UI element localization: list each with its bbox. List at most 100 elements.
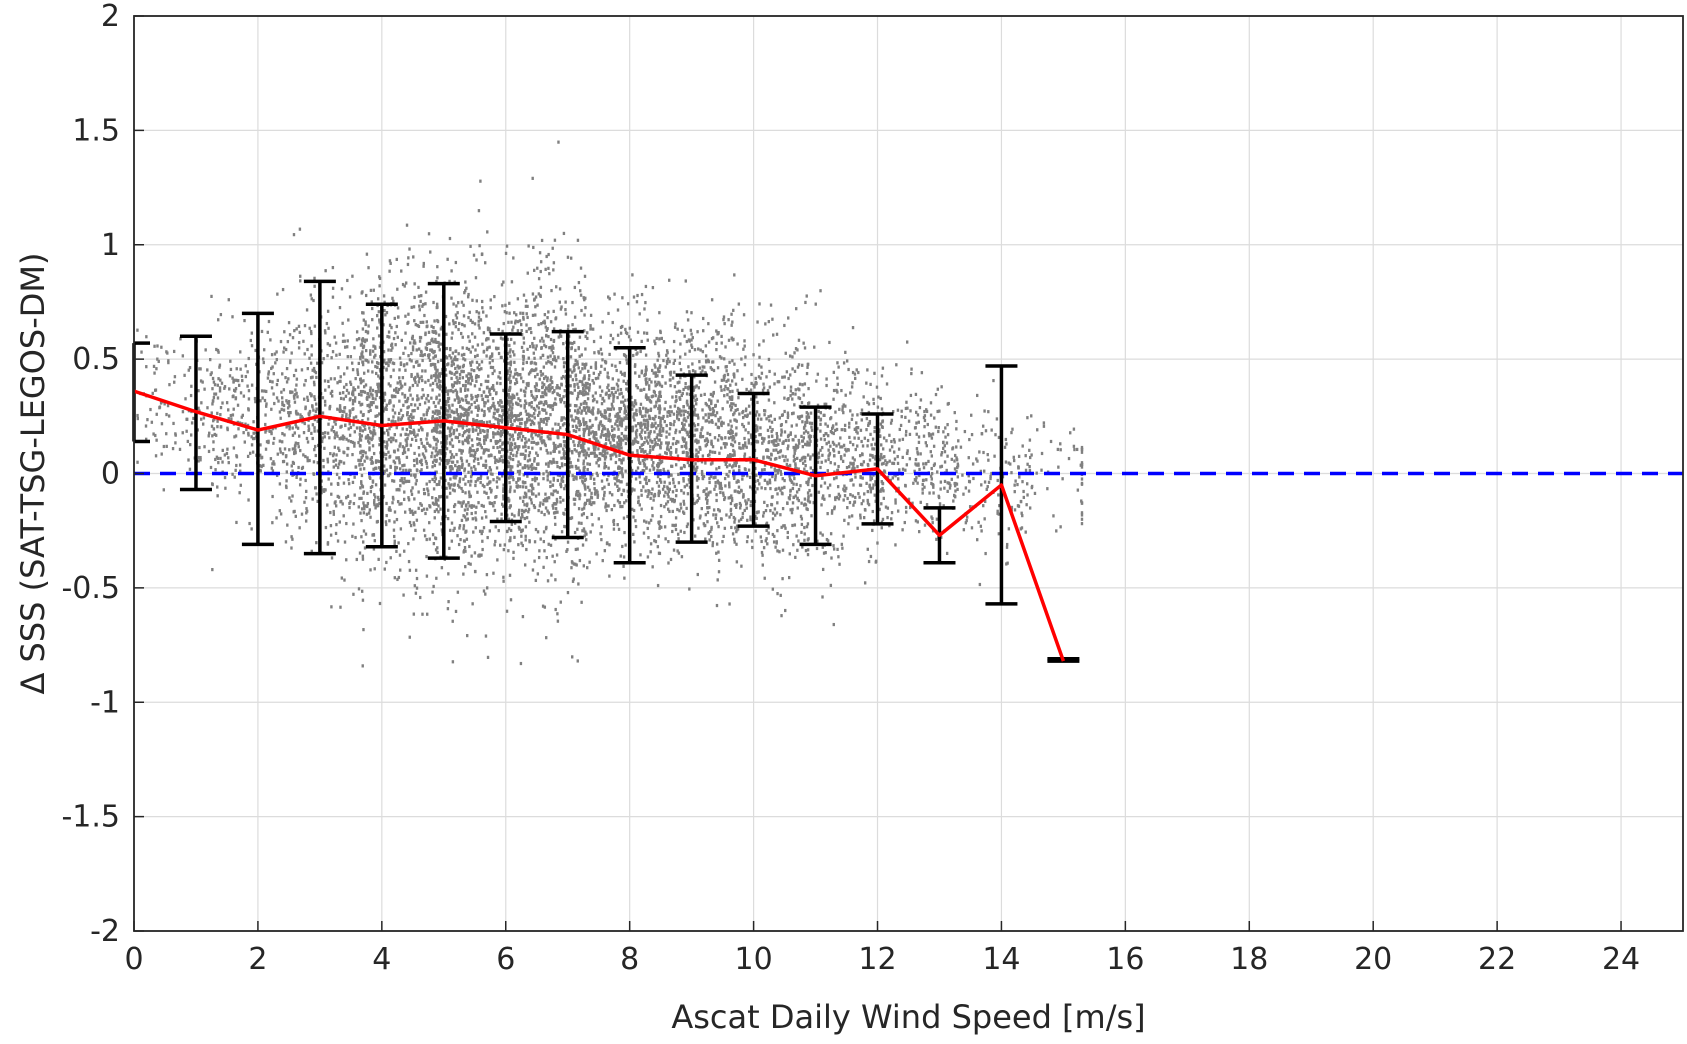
scatter-point <box>426 347 428 350</box>
scatter-point <box>286 470 288 473</box>
scatter-point <box>395 456 397 459</box>
scatter-point <box>457 365 459 368</box>
scatter-point <box>337 466 339 469</box>
scatter-point <box>640 489 642 492</box>
scatter-point <box>479 180 481 183</box>
scatter-point <box>309 410 311 413</box>
scatter-point <box>465 395 467 398</box>
scatter-point <box>408 480 410 483</box>
scatter-point <box>620 388 622 391</box>
scatter-point <box>368 405 370 408</box>
scatter-point <box>246 385 248 388</box>
scatter-point <box>601 358 603 361</box>
scatter-point <box>462 573 464 576</box>
scatter-point <box>547 356 549 359</box>
scatter-point <box>633 418 635 421</box>
scatter-point <box>362 339 364 342</box>
scatter-point <box>437 341 439 344</box>
scatter-point <box>470 466 472 469</box>
scatter-point <box>519 312 521 315</box>
scatter-point <box>345 496 347 499</box>
scatter-point <box>270 457 272 460</box>
scatter-point <box>549 355 551 358</box>
scatter-point <box>336 435 338 438</box>
scatter-point <box>524 538 526 541</box>
scatter-point <box>345 558 347 561</box>
scatter-point <box>231 315 233 318</box>
scatter-point <box>446 400 448 403</box>
scatter-point <box>366 513 368 516</box>
scatter-point <box>267 441 269 444</box>
scatter-point <box>454 464 456 467</box>
scatter-point <box>452 660 454 663</box>
scatter-point <box>372 434 374 437</box>
scatter-point <box>427 493 429 496</box>
scatter-point <box>136 414 138 417</box>
scatter-point <box>476 399 478 402</box>
scatter-point <box>366 359 368 362</box>
scatter-point <box>338 476 340 479</box>
scatter-point <box>542 409 544 412</box>
scatter-point <box>433 401 435 404</box>
scatter-point <box>460 370 462 373</box>
scatter-point <box>293 329 295 332</box>
scatter-point <box>451 540 453 543</box>
scatter-point <box>236 367 238 370</box>
scatter-point <box>331 394 333 397</box>
scatter-point <box>652 286 654 289</box>
scatter-point <box>542 472 544 475</box>
scatter-point <box>541 441 543 444</box>
scatter-point <box>279 482 281 485</box>
scatter-point <box>455 261 457 264</box>
scatter-point <box>350 440 352 443</box>
scatter-point <box>307 367 309 370</box>
scatter-point <box>554 239 556 242</box>
scatter-point <box>528 454 530 457</box>
scatter-point <box>412 348 414 351</box>
scatter-point <box>520 535 522 538</box>
scatter-point <box>198 367 200 370</box>
scatter-point <box>647 489 649 492</box>
scatter-point <box>623 555 625 558</box>
scatter-point <box>277 453 279 456</box>
scatter-point <box>424 401 426 404</box>
scatter-point <box>621 432 623 435</box>
scatter-point <box>481 504 483 507</box>
scatter-point <box>644 436 646 439</box>
scatter-point <box>540 447 542 450</box>
scatter-point <box>272 442 274 445</box>
scatter-point <box>501 415 503 418</box>
scatter-point <box>329 344 331 347</box>
scatter-point <box>605 438 607 441</box>
scatter-point <box>290 351 292 354</box>
scatter-point <box>575 477 577 480</box>
scatter-point <box>360 456 362 459</box>
scatter-point <box>481 420 483 423</box>
scatter-point <box>306 437 308 440</box>
scatter-point <box>540 322 542 325</box>
scatter-point <box>490 439 492 442</box>
scatter-point <box>559 443 561 446</box>
scatter-point <box>233 408 235 411</box>
scatter-point <box>270 367 272 370</box>
scatter-point <box>497 431 499 434</box>
scatter-point <box>365 383 367 386</box>
scatter-point <box>332 460 334 463</box>
scatter-point <box>485 314 487 317</box>
scatter-point <box>462 336 464 339</box>
scatter-point <box>422 303 424 306</box>
scatter-point <box>623 404 625 407</box>
scatter-point <box>601 352 603 355</box>
scatter-point <box>649 451 651 454</box>
scatter-point <box>525 548 527 551</box>
scatter-point <box>589 324 591 327</box>
scatter-point <box>587 397 589 400</box>
scatter-point <box>501 304 503 307</box>
scatter-point <box>174 441 176 444</box>
scatter-point <box>373 501 375 504</box>
scatter-point <box>414 435 416 438</box>
scatter-point <box>494 432 496 435</box>
scatter-point <box>440 476 442 479</box>
scatter-point <box>312 437 314 440</box>
scatter-point <box>457 301 459 304</box>
